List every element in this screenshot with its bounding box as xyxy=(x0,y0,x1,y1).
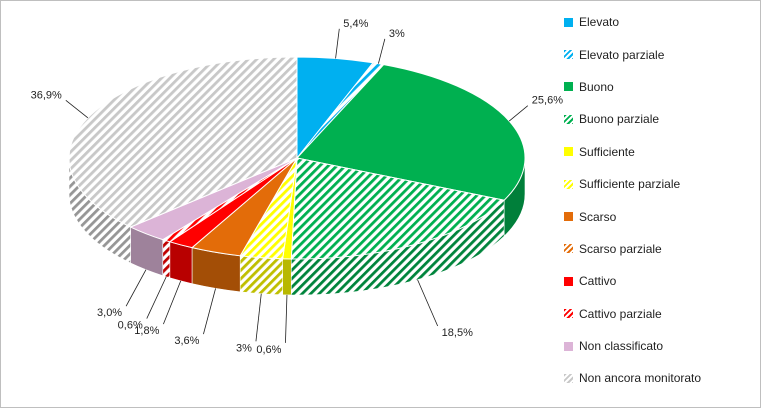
legend-key-9 xyxy=(564,309,573,319)
data-label-11: 36,9% xyxy=(31,89,62,101)
legend-item-7: Scarso parziale xyxy=(564,233,754,265)
legend-item-1: Elevato parziale xyxy=(564,38,754,70)
leader-line-3 xyxy=(417,279,439,327)
legend-key-3 xyxy=(564,114,573,124)
legend-key-10 xyxy=(564,341,573,351)
leader-line-1 xyxy=(378,38,386,64)
legend-label-0: Elevato xyxy=(579,15,620,30)
data-label-1: 3% xyxy=(389,28,405,40)
legend-item-8: Cattivo xyxy=(564,265,754,297)
legend-item-3: Buono parziale xyxy=(564,103,754,135)
slice-side-8 xyxy=(169,241,193,285)
leader-line-2 xyxy=(508,105,529,122)
legend-key-8 xyxy=(564,276,573,286)
leader-line-4 xyxy=(285,294,288,343)
leader-line-5 xyxy=(255,293,262,342)
legend-label-2: Buono xyxy=(579,79,614,94)
leader-line-9 xyxy=(146,276,167,319)
legend-item-5: Sufficiente parziale xyxy=(564,168,754,200)
legend-label-3: Buono parziale xyxy=(579,112,660,127)
legend-key-1 xyxy=(564,50,573,60)
slice-3 xyxy=(290,157,506,260)
data-label-2: 25,6% xyxy=(532,95,563,107)
legend-item-4: Sufficiente xyxy=(564,136,754,168)
legend-label-6: Scarso xyxy=(579,209,617,224)
legend-label-5: Sufficiente parziale xyxy=(579,177,681,192)
legend: Elevato Elevato parziale Buono Buono parzia… xyxy=(564,6,754,395)
legend-key-6 xyxy=(564,212,573,222)
leader-line-8 xyxy=(163,280,182,325)
slice-side-9 xyxy=(162,239,171,279)
data-label-0: 5,4% xyxy=(343,18,368,30)
legend-item-11: Non ancora monitorato xyxy=(564,362,754,394)
data-label-6: 3,6% xyxy=(174,335,199,347)
slice-side-5 xyxy=(239,255,283,296)
legend-item-10: Non classificato xyxy=(564,330,754,362)
legend-key-0 xyxy=(564,17,573,27)
data-label-9: 0,6% xyxy=(118,320,143,332)
data-label-10: 3,0% xyxy=(97,307,122,319)
legend-item-0: Elevato xyxy=(564,6,754,38)
legend-key-4 xyxy=(564,147,573,157)
legend-item-2: Buono xyxy=(564,71,754,103)
legend-item-9: Cattivo parziale xyxy=(564,298,754,330)
legend-label-4: Sufficiente xyxy=(579,144,635,159)
leader-line-6 xyxy=(203,288,216,335)
slice-11 xyxy=(68,56,298,228)
data-label-4: 0,6% xyxy=(256,344,281,356)
legend-label-1: Elevato parziale xyxy=(579,47,665,62)
legend-key-5 xyxy=(564,179,573,189)
legend-label-7: Scarso parziale xyxy=(579,241,662,256)
legend-key-11 xyxy=(564,373,573,383)
leader-line-0 xyxy=(335,28,340,59)
data-label-8: 1,8% xyxy=(134,325,159,337)
data-label-3: 18,5% xyxy=(442,327,473,339)
legend-key-2 xyxy=(564,82,573,92)
data-label-5: 3% xyxy=(236,342,252,354)
leader-line-11 xyxy=(65,99,89,119)
legend-item-6: Scarso xyxy=(564,200,754,232)
leader-line-10 xyxy=(125,269,147,307)
legend-label-9: Cattivo parziale xyxy=(579,306,662,321)
legend-label-8: Cattivo xyxy=(579,274,617,289)
legend-label-11: Non ancora monitorato xyxy=(579,371,702,386)
slice-side-4 xyxy=(282,258,292,296)
legend-key-7 xyxy=(564,244,573,254)
legend-label-10: Non classificato xyxy=(579,339,664,354)
